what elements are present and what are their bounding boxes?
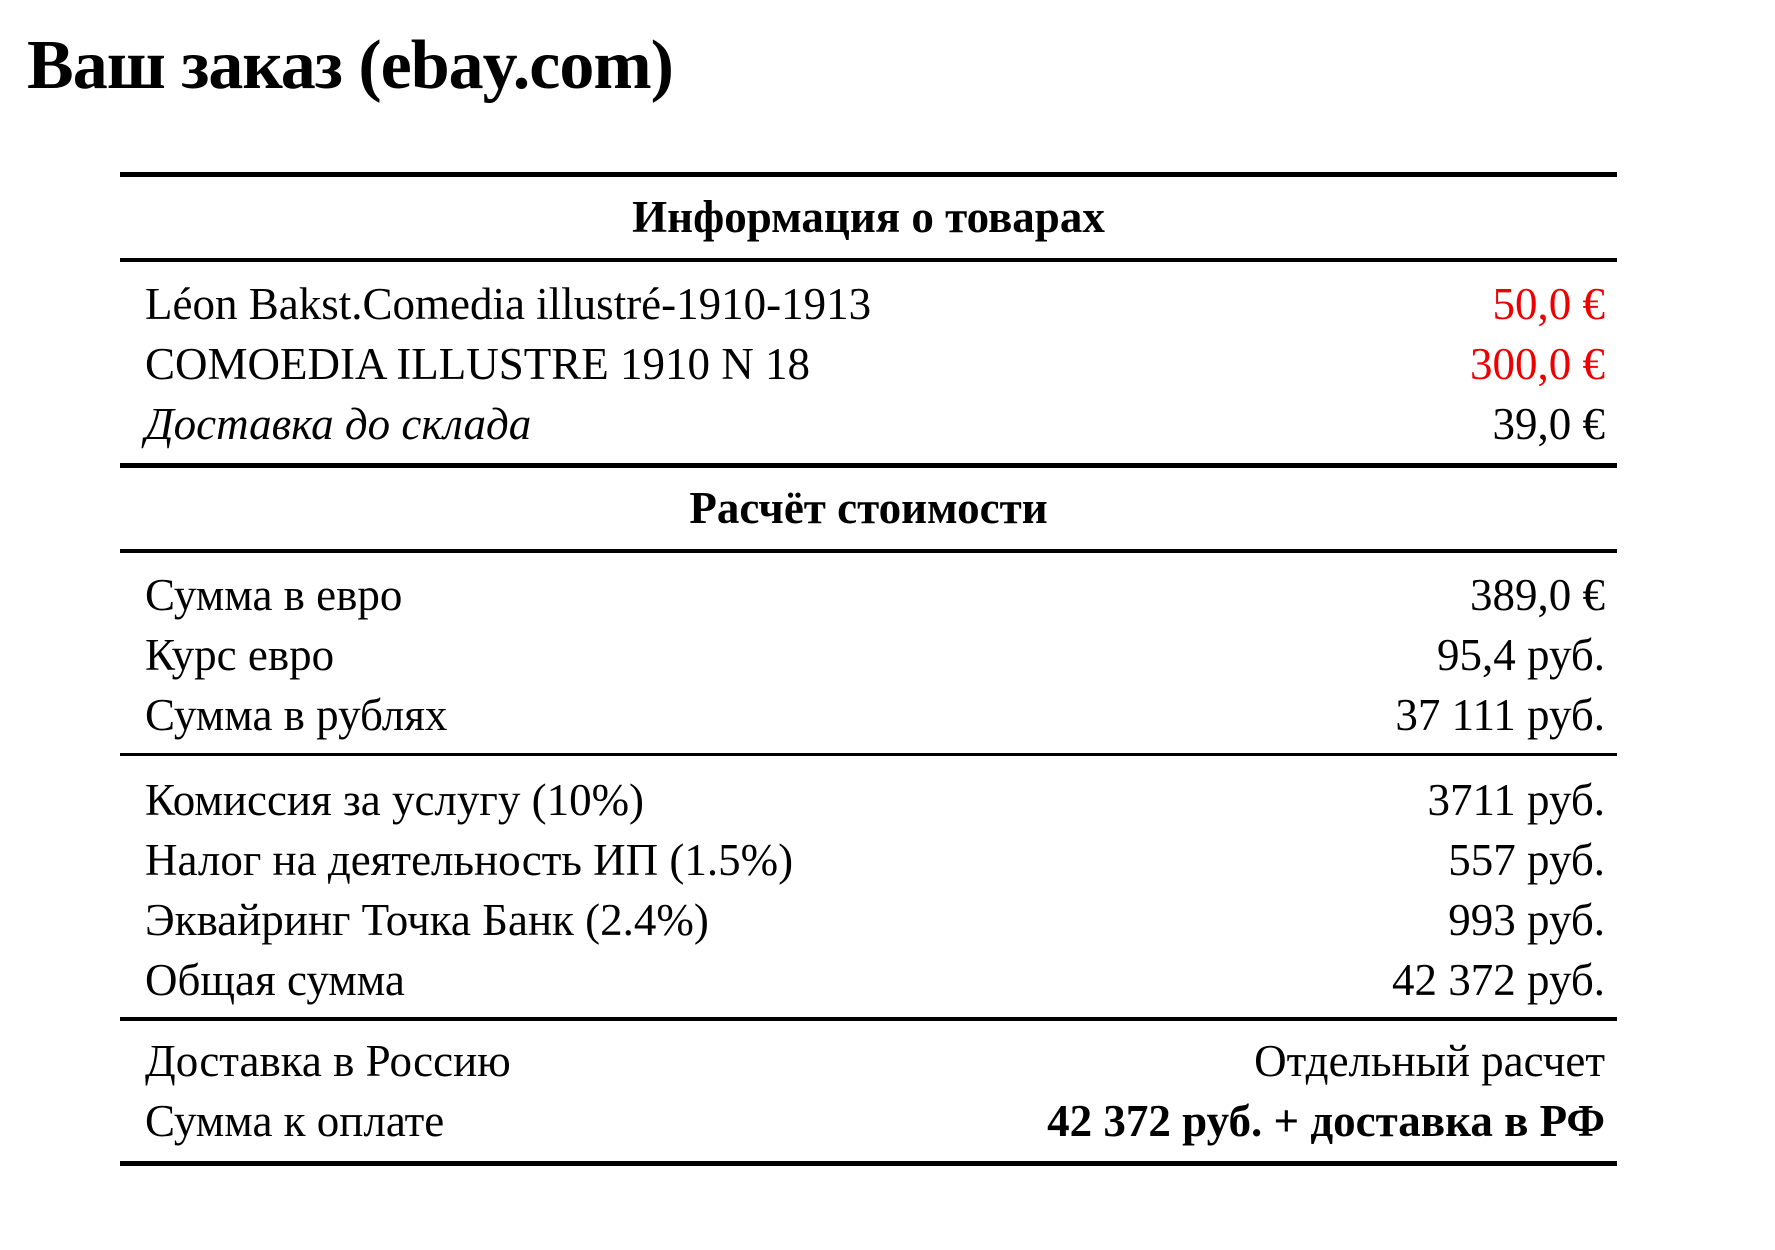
- table-row: Комиссия за услугу (10%) 3711 руб.: [120, 770, 1617, 830]
- rule-below-products-header: [120, 258, 1617, 262]
- rule-above-payment: [120, 1017, 1617, 1021]
- table-row: Léon Bakst.Comedia illustré-1910-1913 50…: [120, 274, 1617, 334]
- order-summary-table: Информация о товарах Léon Bakst.Comedia …: [120, 172, 1617, 1166]
- row-value: 300,0 €: [1470, 339, 1605, 389]
- section-header-cost: Расчёт стоимости: [689, 483, 1048, 533]
- payment-group: Доставка в Россию Отдельный расчет Сумма…: [120, 1021, 1617, 1161]
- table-bottom-rule: [120, 1161, 1617, 1166]
- row-label: Сумма в евро: [145, 570, 403, 620]
- table-top-rule: [120, 172, 1617, 177]
- row-label: Комиссия за услугу (10%): [145, 775, 645, 825]
- products-group: Léon Bakst.Comedia illustré-1910-1913 50…: [120, 262, 1617, 463]
- row-value: 39,0 €: [1492, 399, 1606, 449]
- row-value: 42 372 руб.: [1392, 955, 1605, 1005]
- row-value: 50,0 €: [1492, 279, 1606, 329]
- row-label: Курс евро: [145, 630, 335, 680]
- rule-below-cost-header: [120, 549, 1617, 553]
- table-row: Курс евро 95,4 руб.: [120, 625, 1617, 685]
- fees-group: Комиссия за услугу (10%) 3711 руб. Налог…: [120, 756, 1617, 1017]
- table-row: Общая сумма 42 372 руб.: [120, 950, 1617, 1010]
- row-value-total-due: 42 372 руб. + доставка в РФ: [1047, 1096, 1605, 1146]
- section-header-products: Информация о товарах: [632, 192, 1105, 242]
- table-row: Эквайринг Точка Банк (2.4%) 993 руб.: [120, 890, 1617, 950]
- row-label: Общая сумма: [145, 955, 405, 1005]
- row-label: Сумма к оплате: [145, 1096, 445, 1146]
- row-label: Доставка в Россию: [145, 1036, 511, 1086]
- rule-above-fees: [120, 753, 1617, 756]
- page-title: Ваш заказ (ebay.com): [27, 27, 674, 104]
- row-label: COMOEDIA ILLUSTRE 1910 N 18: [145, 339, 810, 389]
- table-row: Сумма в рублях 37 111 руб.: [120, 685, 1617, 745]
- row-label: Сумма в рублях: [145, 690, 448, 740]
- row-value: 37 111 руб.: [1395, 690, 1605, 740]
- rule-above-cost-header: [120, 463, 1617, 468]
- row-label: Доставка до склада: [145, 399, 532, 449]
- table-row: Доставка до склада 39,0 €: [120, 394, 1617, 454]
- table-row: Доставка в Россию Отдельный расчет: [120, 1031, 1617, 1091]
- table-row: COMOEDIA ILLUSTRE 1910 N 18 300,0 €: [120, 334, 1617, 394]
- row-value: 95,4 руб.: [1437, 630, 1605, 680]
- row-value: 993 руб.: [1448, 895, 1605, 945]
- row-value: 3711 руб.: [1427, 775, 1605, 825]
- table-row: Налог на деятельность ИП (1.5%) 557 руб.: [120, 830, 1617, 890]
- row-value: Отдельный расчет: [1254, 1036, 1605, 1086]
- row-label: Налог на деятельность ИП (1.5%): [145, 835, 794, 885]
- table-row: Сумма в евро 389,0 €: [120, 565, 1617, 625]
- row-label: Léon Bakst.Comedia illustré-1910-1913: [145, 279, 872, 329]
- row-value: 389,0 €: [1470, 570, 1605, 620]
- euro-totals-group: Сумма в евро 389,0 € Курс евро 95,4 руб.…: [120, 553, 1617, 753]
- row-label: Эквайринг Точка Банк (2.4%): [145, 895, 709, 945]
- row-value: 557 руб.: [1448, 835, 1605, 885]
- table-row: Сумма к оплате 42 372 руб. + доставка в …: [120, 1091, 1617, 1151]
